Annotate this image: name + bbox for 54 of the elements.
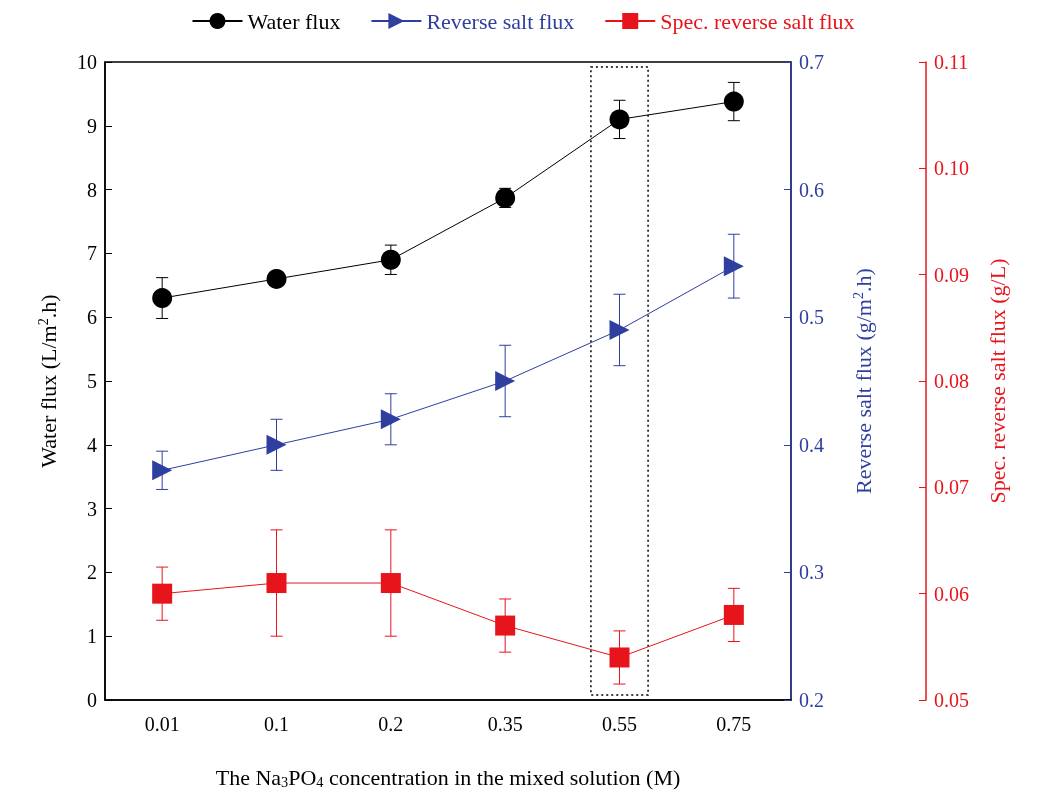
point <box>723 604 744 625</box>
x-axis-title: The Na3PO4 concentration in the mixed solution (M) <box>215 764 681 790</box>
y-tick-label: 7 <box>87 242 97 265</box>
point <box>152 583 173 604</box>
y2-tick-label: 0.3 <box>799 561 824 584</box>
x-tick-label: 0.35 <box>487 713 523 735</box>
point <box>723 256 744 277</box>
x-tick-label: 0.01 <box>144 713 180 735</box>
y-tick-label: 8 <box>87 178 97 201</box>
y3-tick-label: 0.06 <box>934 582 969 605</box>
legend-label: Spec. reverse salt flux <box>660 8 855 34</box>
point <box>152 460 173 481</box>
point <box>380 249 401 270</box>
y3-tick-label: 0.10 <box>934 157 969 180</box>
y-tick-label: 9 <box>87 114 97 137</box>
y-tick-label: 2 <box>87 561 97 584</box>
x-tick-label: 0.55 <box>602 713 637 735</box>
point <box>266 268 287 289</box>
point <box>380 573 401 594</box>
y3-axis-title: Spec. reverse salt flux (g/L) <box>984 258 1010 504</box>
legend-label: Reverse salt flux <box>426 8 575 34</box>
y3-tick-label: 0.11 <box>934 51 969 73</box>
point <box>609 109 630 130</box>
legend-label: Water flux <box>247 8 341 34</box>
y2-tick-label: 0.2 <box>799 689 824 711</box>
y-tick-label: 1 <box>87 625 97 648</box>
point <box>723 91 744 112</box>
y-axis-title: Water flux (L/m2.h) <box>35 294 61 468</box>
point <box>495 371 516 391</box>
y3-tick-label: 0.09 <box>934 263 969 286</box>
x-tick-label: 0.2 <box>378 713 404 735</box>
point <box>266 573 287 594</box>
y-tick-label: 6 <box>87 306 97 329</box>
y-tick-label: 4 <box>87 433 97 456</box>
y-tick-label: 0 <box>87 689 97 711</box>
y2-tick-label: 0.7 <box>799 51 824 73</box>
y3-tick-label: 0.05 <box>934 689 969 711</box>
y-tick-label: 3 <box>87 497 97 520</box>
point <box>495 615 516 636</box>
x-tick-label: 0.75 <box>716 713 752 735</box>
point <box>266 434 287 455</box>
y3-tick-label: 0.08 <box>934 370 969 392</box>
x-tick-label: 0.1 <box>264 713 289 735</box>
y-tick-label: 5 <box>87 370 97 392</box>
y2-tick-label: 0.6 <box>799 178 824 201</box>
y2-axis-title: Reverse salt flux (g/m2.h) <box>850 268 876 494</box>
point <box>380 409 401 430</box>
point <box>609 319 630 340</box>
point <box>609 647 630 668</box>
y2-tick-label: 0.4 <box>799 433 824 456</box>
y-tick-label: 10 <box>77 51 97 73</box>
point <box>152 288 173 309</box>
y3-tick-label: 0.07 <box>934 476 969 499</box>
y2-tick-label: 0.5 <box>799 306 824 329</box>
